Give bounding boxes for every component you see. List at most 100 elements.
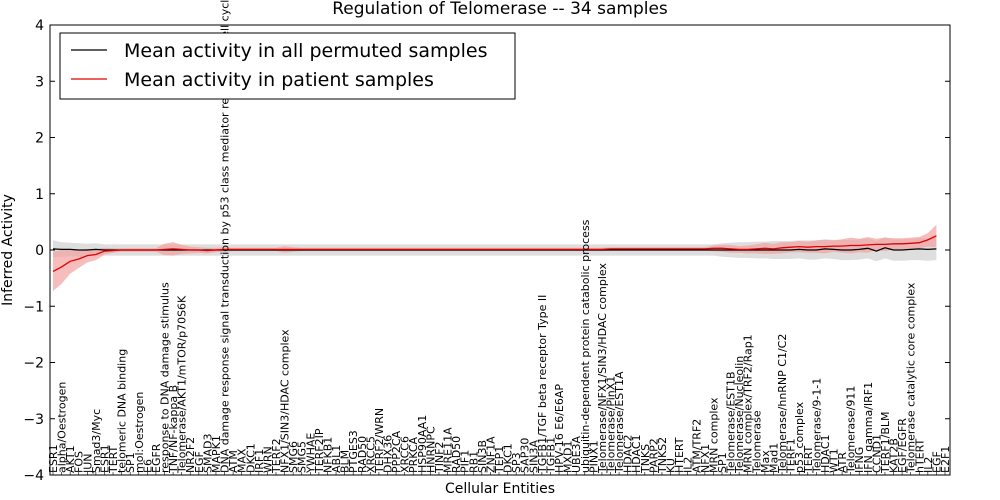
x-tick-label: DKC1 bbox=[502, 443, 515, 473]
x-tick-label: IRF1 bbox=[253, 449, 266, 473]
x-tick-label: TNKS2 bbox=[656, 437, 669, 474]
x-axis-category-labels: ESR1alpha/OestrogenAKT1FOSJUNSmad3/MycES… bbox=[47, 0, 952, 475]
x-tick-label: HTERT bbox=[673, 437, 686, 473]
x-tick-label: TERF2IP bbox=[313, 428, 326, 474]
x-tick-label: SP1 bbox=[124, 452, 137, 473]
x-tick-label: Smad3/Myc bbox=[90, 409, 103, 473]
x-tick-label: SMG5 bbox=[296, 441, 309, 473]
y-tick-label: −2 bbox=[23, 356, 44, 372]
y-tick-label: −3 bbox=[23, 412, 44, 428]
x-tick-label: NFKB1 bbox=[321, 437, 334, 473]
x-tick-label: Telomerase catalytic core complex bbox=[905, 282, 918, 474]
x-tick-label: Telomerase/PinX1 bbox=[605, 376, 618, 474]
x-tick-label: KU bbox=[665, 458, 678, 473]
y-axis-label: Inferred Activity bbox=[0, 194, 16, 306]
x-tick-label: TERT bbox=[107, 445, 120, 474]
x-tick-label: IFNG bbox=[853, 447, 866, 473]
x-tick-label: SMAD3 bbox=[201, 434, 214, 473]
x-tick-label: RB1 bbox=[467, 451, 480, 473]
x-tick-label: SIN3B bbox=[476, 440, 489, 473]
y-axis: −4 −3 −2 −1 0 1 2 3 4 bbox=[23, 18, 950, 484]
y-tick-label: 0 bbox=[35, 243, 44, 259]
x-tick-label: DKC1 bbox=[244, 443, 257, 473]
legend-box bbox=[59, 32, 516, 100]
x-tick-label: MRN complex bbox=[707, 397, 720, 473]
x-tick-label: JUN bbox=[81, 453, 94, 474]
x-tick-label: ATR bbox=[836, 452, 849, 473]
x-tick-label: SIN3A bbox=[527, 440, 540, 473]
x-tick-label: Telomerase/AKT1/mTOR/p70S6K bbox=[176, 295, 189, 474]
x-tick-label: alpha/Oestrogen bbox=[56, 382, 69, 473]
x-tick-label: PARP2 bbox=[647, 438, 660, 473]
y-tick-label: 4 bbox=[35, 18, 44, 34]
x-tick-label: TERF1 bbox=[785, 438, 798, 474]
x-tick-label: TNF/NF-kappa B bbox=[167, 385, 180, 474]
x-tick-label: FOS bbox=[73, 451, 86, 473]
x-tick-label: Telomerase/EST1B bbox=[725, 371, 738, 474]
x-tick-label: Mad1 bbox=[767, 443, 780, 473]
x-tick-label: MAX bbox=[236, 448, 249, 473]
x-tick-label: EGFR bbox=[150, 443, 163, 473]
x-tick-label: WT1 bbox=[828, 448, 841, 473]
x-tick-label: ubiquitin-dependent protein catabolic pr… bbox=[579, 219, 592, 473]
x-tick-label: Telomerase/EST1A bbox=[613, 371, 626, 474]
x-tick-label: ESR1 bbox=[98, 444, 111, 473]
x-tick-label: MXD1 bbox=[562, 441, 575, 474]
x-tick-label: SP1 bbox=[716, 452, 729, 473]
x-tick-label: PPP2CA bbox=[390, 430, 403, 473]
x-tick-label: E6 bbox=[141, 459, 154, 473]
x-tick-label: XRCC5 bbox=[364, 436, 377, 473]
x-tick-label: Telomerase bbox=[750, 410, 763, 474]
x-tick-label: Telomerase/Nucleolin bbox=[733, 356, 746, 474]
chart-title: Regulation of Telomerase -- 34 samples bbox=[332, 0, 668, 19]
x-tick-label: HDAC2 bbox=[622, 434, 635, 473]
x-tick-label: NFX1/SIN3/HDAC complex bbox=[279, 329, 292, 473]
x-tick-label: ESR1 bbox=[47, 444, 60, 473]
x-tick-label: Telomerase/NFX1/SIN3/HDAC complex bbox=[596, 263, 609, 474]
x-tick-label: IL2 bbox=[922, 457, 935, 473]
x-tick-label: PTGES3 bbox=[347, 430, 360, 473]
x-tick-label: ATM bbox=[227, 450, 240, 473]
x-tick-label: RAD50 bbox=[450, 436, 463, 473]
x-tick-label: AKT1 bbox=[64, 445, 77, 473]
x-tick-label: Telomerase/9-1-1 bbox=[810, 378, 823, 474]
x-tick-label: EGF/EGFR bbox=[896, 418, 909, 473]
y-tick-label: −1 bbox=[23, 299, 44, 315]
series-line-1 bbox=[52, 235, 937, 272]
x-tick-label: KAT2B bbox=[888, 438, 901, 473]
x-tick-label: telomeric DNA binding bbox=[116, 349, 129, 473]
x-tick-label: PINX1 bbox=[587, 440, 600, 473]
x-tick-label: TERF2 bbox=[270, 438, 283, 474]
x-tick-label: BLM bbox=[339, 450, 352, 473]
x-tick-label: MRN complex/TRF2/Rap1 bbox=[742, 334, 755, 473]
y-tick-label: 2 bbox=[35, 131, 44, 147]
x-tick-label: E2F1 bbox=[939, 446, 952, 473]
x-tick-label: DHX36 bbox=[382, 435, 395, 473]
x-tick-label: hTERT bbox=[913, 439, 926, 473]
x-tick-label: SAP30 bbox=[519, 438, 532, 473]
x-tick-label: NFX1 bbox=[699, 444, 712, 473]
x-tick-label: SP3 bbox=[510, 452, 523, 473]
y-tick-label: 1 bbox=[35, 187, 44, 203]
x-tick-label: TGFB1 bbox=[544, 437, 557, 474]
x-tick-label: MRE11A bbox=[442, 427, 455, 473]
x-tick-label: XRCC6 bbox=[399, 436, 412, 473]
x-tick-label: HPV-16 E6/E6AP bbox=[553, 384, 566, 473]
x-tick-label: PIF1 bbox=[459, 450, 472, 473]
x-tick-label: IL2 bbox=[682, 457, 695, 473]
x-tick-label: Max bbox=[759, 450, 772, 473]
legend-entry-permuted: Mean activity in all permuted samples bbox=[124, 40, 487, 62]
x-tick-label: HSP90AA1 bbox=[416, 415, 429, 473]
x-tick-label: EGF bbox=[193, 451, 206, 473]
x-tick-label: RAD50 bbox=[356, 436, 369, 473]
x-tick-label: HDAC1 bbox=[819, 434, 832, 473]
x-tick-label: IFN gamma/IRF1 bbox=[862, 382, 875, 473]
x-tick-label: response to DNA damage stimulus bbox=[159, 282, 172, 473]
x-tick-label: TERF1/BLM bbox=[879, 411, 892, 474]
x-tick-label: p53 complex bbox=[793, 401, 806, 473]
x-tick-label: UBE3A bbox=[570, 435, 583, 473]
y-tick-label: −4 bbox=[23, 468, 44, 484]
x-tick-label: mol:Oestrogen bbox=[133, 392, 146, 473]
legend: Mean activity in all permuted samples Me… bbox=[59, 32, 516, 100]
